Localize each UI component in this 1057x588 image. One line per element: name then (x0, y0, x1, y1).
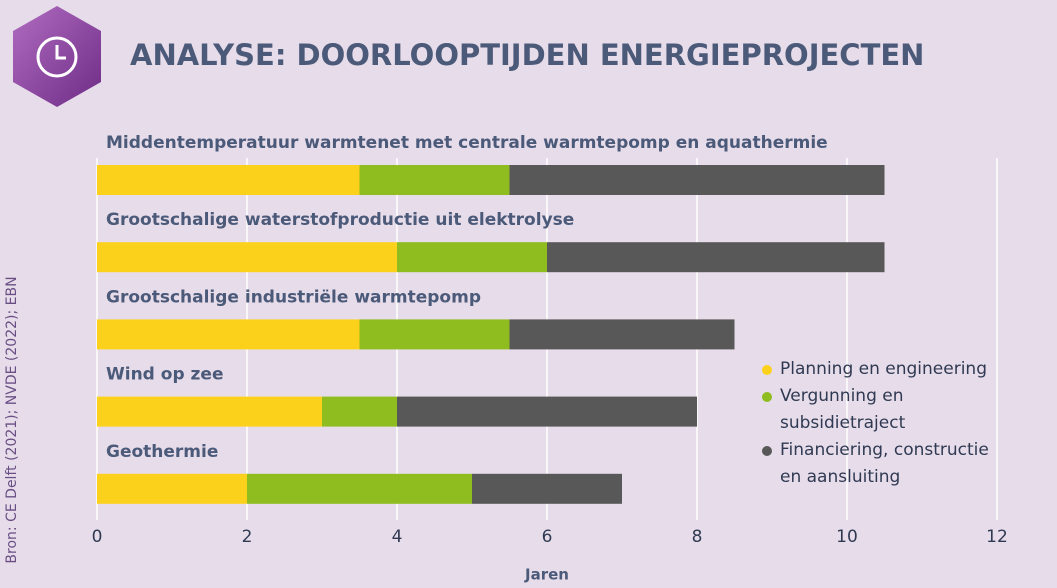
x-tick-label: 12 (986, 527, 1008, 547)
category-label: Grootschalige industriële warmtepomp (106, 287, 481, 307)
bar-segment (509, 319, 735, 350)
bar-segment (397, 242, 547, 273)
legend-swatch (762, 365, 772, 375)
source: Bron: CE Delft (2021); NVDE (2022); EBN (4, 276, 20, 563)
bar-segment (97, 319, 360, 350)
bar-segment (509, 165, 885, 195)
x-tick-label: 6 (542, 527, 553, 547)
legend-label: Planning en engineering (780, 359, 987, 379)
bar-segment (247, 473, 472, 504)
category-label: Middentemperatuur warmtenet met centrale… (106, 133, 828, 153)
legend-swatch (762, 446, 772, 456)
bar-segment (547, 242, 885, 273)
bar-segment (97, 473, 247, 504)
legend-entry: Vergunning en subsidietraject (762, 383, 1002, 437)
bar-segment (397, 396, 697, 427)
legend-swatch (762, 392, 772, 402)
bar-segment (97, 165, 360, 195)
legend-entry: Planning en engineering (762, 356, 1002, 383)
x-tick-label: 10 (836, 527, 858, 547)
bar-segment (472, 473, 622, 504)
legend: Planning en engineering Vergunning en sub… (762, 356, 1002, 491)
bar-segment (97, 242, 397, 273)
bar-segment (97, 396, 322, 427)
legend-label: Financiering, constructie en aansluiting (780, 440, 989, 487)
x-axis-label: Jaren (524, 566, 569, 584)
x-tick-label: 4 (392, 527, 403, 547)
title: ANALYSE: DOORLOOPTIJDEN ENERGIEPROJECTEN (130, 38, 924, 72)
category-label: Wind op zee (106, 365, 224, 385)
bar-segment (359, 319, 510, 350)
icon (13, 6, 101, 107)
bar-segment (322, 396, 397, 427)
bar-segment (359, 165, 510, 195)
legend-label: Vergunning en subsidietraject (780, 386, 906, 433)
x-tick-label: 0 (92, 527, 103, 547)
x-tick-label: 2 (242, 527, 253, 547)
x-tick-label: 8 (692, 527, 703, 547)
legend-entry: Financiering, constructie en aansluiting (762, 437, 1002, 491)
category-label: Geothermie (106, 442, 218, 462)
category-label: Grootschalige waterstofproductie uit ele… (106, 210, 574, 230)
